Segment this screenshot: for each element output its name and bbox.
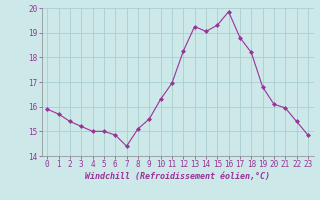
X-axis label: Windchill (Refroidissement éolien,°C): Windchill (Refroidissement éolien,°C) [85,172,270,181]
